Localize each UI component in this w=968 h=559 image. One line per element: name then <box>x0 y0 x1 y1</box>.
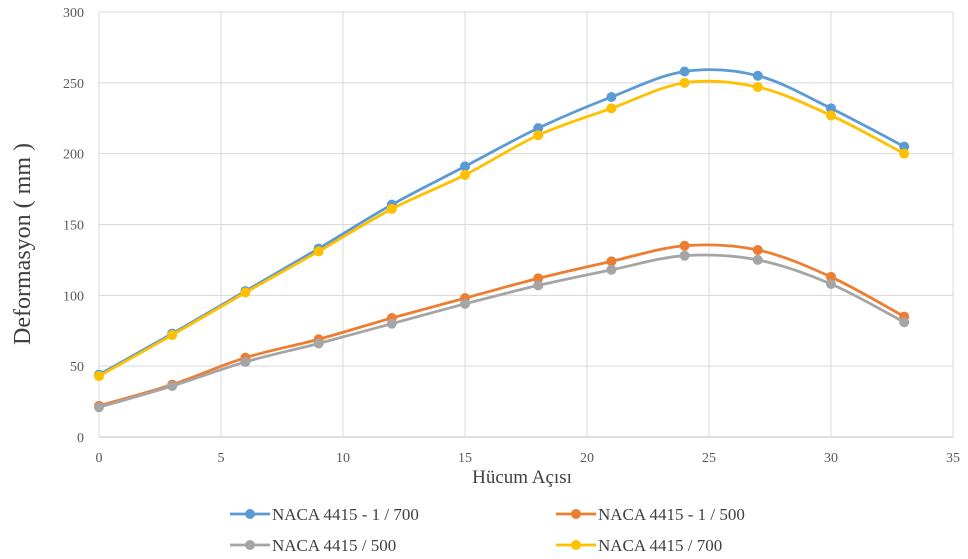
data-point <box>826 271 836 282</box>
data-point <box>460 298 470 309</box>
y-tick-label: 250 <box>63 77 84 92</box>
series-3 <box>94 77 910 382</box>
y-axis-label: Deformasyon ( mm ) <box>10 143 36 345</box>
y-axis-ticks: 0 50 100 150 200 250 300 <box>63 6 84 446</box>
y-tick-label: 150 <box>63 219 84 234</box>
data-point <box>240 287 251 298</box>
data-point <box>606 264 617 275</box>
series-2 <box>94 250 910 413</box>
data-point <box>752 254 763 265</box>
data-point <box>240 356 251 367</box>
legend-label: NACA 4415 - 1 / 700 <box>272 505 419 524</box>
legend-swatch-marker <box>571 540 581 550</box>
data-point <box>826 103 836 114</box>
x-tick-label: 5 <box>218 451 225 466</box>
legend-item: NACA 4415 / 500 <box>230 536 396 555</box>
data-point <box>826 279 836 289</box>
data-point <box>679 77 690 88</box>
legend-item: NACA 4415 / 700 <box>556 536 722 555</box>
y-tick-label: 300 <box>63 6 84 21</box>
data-point <box>899 317 910 328</box>
x-tick-label: 0 <box>96 451 103 466</box>
data-point <box>167 330 178 340</box>
data-point <box>606 92 617 102</box>
x-tick-label: 25 <box>702 451 716 466</box>
data-point <box>460 169 470 180</box>
legend: NACA 4415 - 1 / 700 NACA 4415 - 1 / 500 NA… <box>230 505 745 555</box>
x-tick-label: 30 <box>824 451 838 466</box>
data-point <box>386 318 397 329</box>
legend-swatch-marker <box>245 540 255 550</box>
data-point <box>313 338 324 349</box>
data-point <box>826 110 836 121</box>
data-point <box>386 203 397 214</box>
data-point <box>94 371 104 382</box>
data-point <box>533 130 544 141</box>
legend-item: NACA 4415 - 1 / 700 <box>230 505 419 524</box>
data-point <box>679 250 690 261</box>
data-point <box>460 161 470 172</box>
data-point <box>533 280 544 291</box>
data-point <box>899 148 910 159</box>
grid-lines <box>98 11 954 438</box>
x-tick-label: 35 <box>946 451 960 466</box>
data-point <box>752 245 763 255</box>
data-point <box>167 381 178 391</box>
data-point <box>606 256 617 267</box>
y-tick-label: 200 <box>63 148 84 163</box>
legend-label: NACA 4415 / 700 <box>598 536 722 555</box>
legend-label: NACA 4415 / 500 <box>272 536 396 555</box>
series-line <box>97 253 906 409</box>
data-point <box>313 246 324 257</box>
data-point <box>679 240 690 251</box>
series-group <box>94 66 910 413</box>
x-tick-label: 15 <box>458 451 472 466</box>
y-tick-label: 50 <box>70 360 84 375</box>
data-point <box>679 66 690 77</box>
series-line <box>97 68 906 377</box>
series-line <box>97 243 906 408</box>
legend-swatch-marker <box>571 509 581 519</box>
data-point <box>533 273 544 284</box>
series-0 <box>94 66 910 380</box>
data-point <box>533 123 544 134</box>
data-point <box>752 70 763 81</box>
data-point <box>94 402 104 413</box>
data-point <box>899 141 910 152</box>
y-tick-label: 100 <box>63 289 84 304</box>
data-point <box>752 82 763 93</box>
legend-swatch-marker <box>245 509 255 519</box>
data-point <box>606 103 617 114</box>
legend-item: NACA 4415 - 1 / 500 <box>556 505 745 524</box>
x-axis-label: Hücum Açısı <box>472 467 572 488</box>
x-axis-ticks: 0 5 10 15 20 25 30 35 <box>96 451 961 466</box>
x-tick-label: 10 <box>336 451 350 466</box>
y-tick-label: 0 <box>77 431 84 446</box>
series-line <box>97 79 906 378</box>
legend-label: NACA 4415 - 1 / 500 <box>598 505 745 524</box>
x-tick-label: 20 <box>580 451 594 466</box>
